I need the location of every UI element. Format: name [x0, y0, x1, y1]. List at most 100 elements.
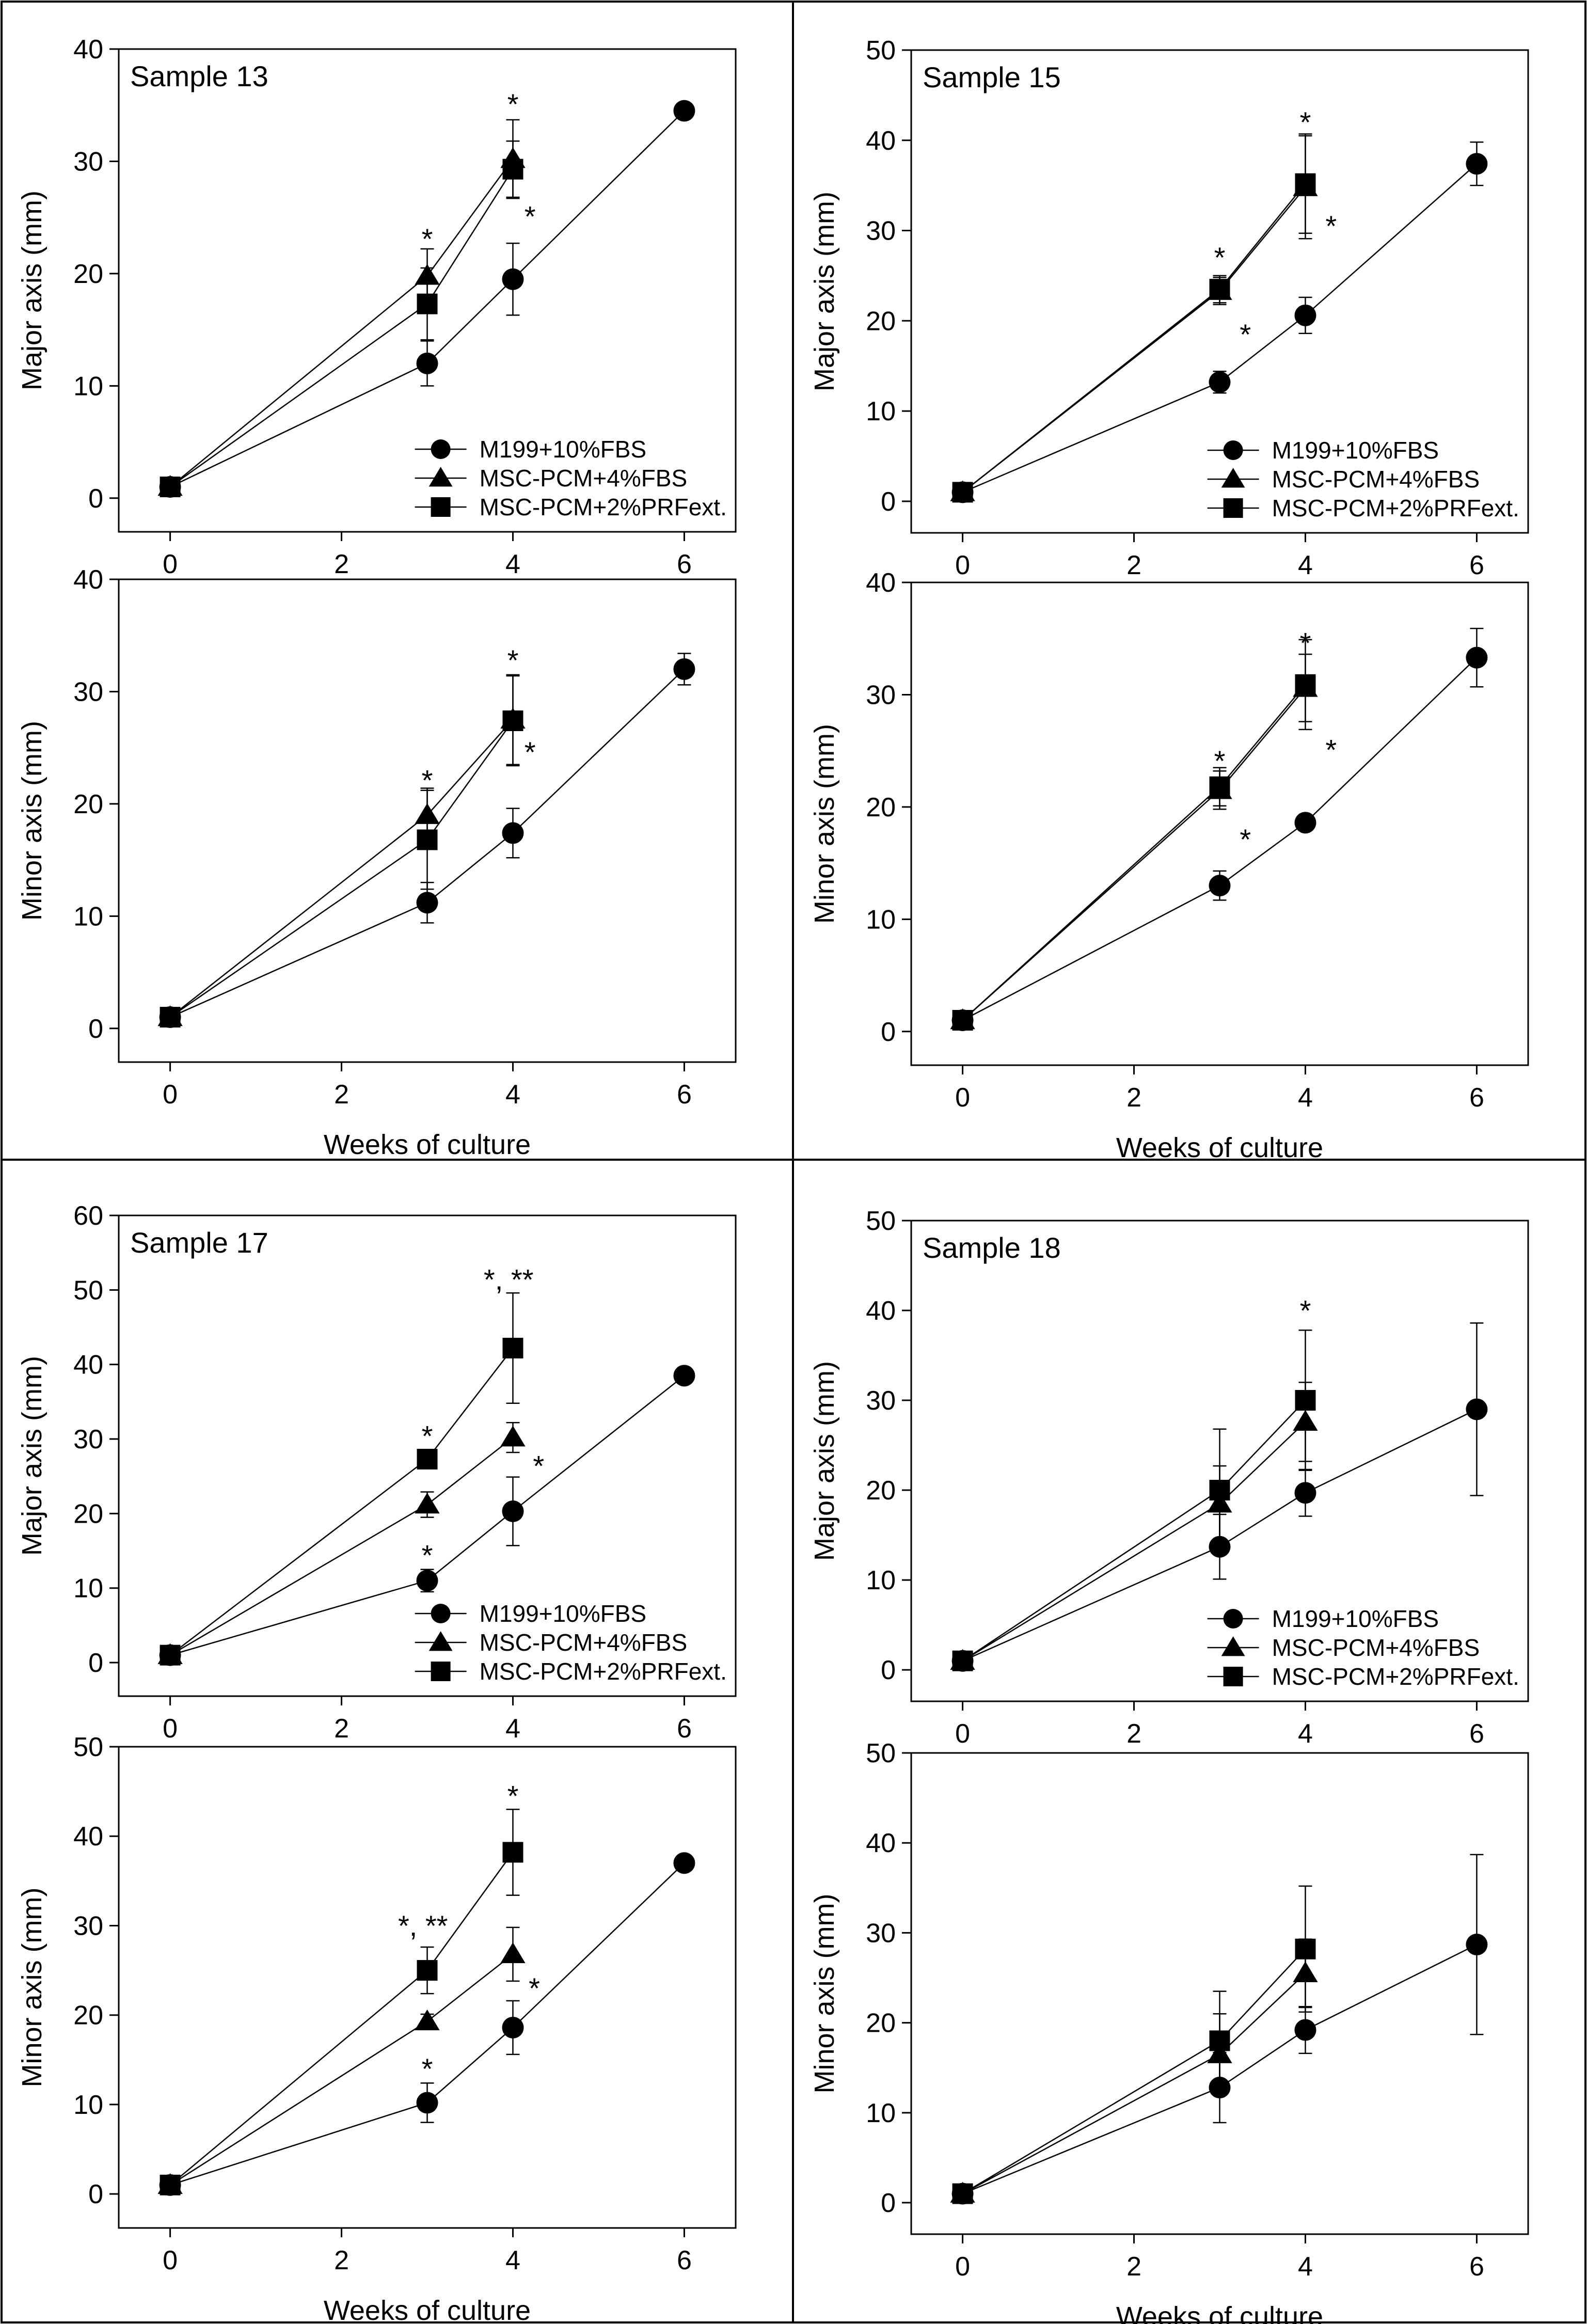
data-point-square — [1209, 776, 1230, 797]
x-tick-label: 0 — [955, 2252, 970, 2282]
series-square — [952, 1330, 1316, 1671]
x-tick-label: 4 — [1298, 1083, 1313, 1113]
data-point-circle — [1466, 153, 1488, 175]
legend-label: MSC-PCM+4%FBS — [480, 1629, 688, 1656]
y-axis-title: Major axis (mm) — [809, 192, 840, 391]
x-axis-title: Weeks of culture — [1116, 2301, 1323, 2324]
y-tick-label: 20 — [73, 2001, 103, 2031]
data-point-circle — [416, 352, 438, 374]
significance-annotation: * — [507, 644, 519, 676]
data-point-circle — [1466, 1398, 1488, 1420]
significance-annotation: * — [1214, 241, 1226, 274]
significance-annotation: * — [1325, 733, 1337, 766]
y-tick-label: 20 — [866, 793, 896, 823]
data-point-circle — [502, 268, 524, 290]
y-tick-label: 40 — [866, 126, 896, 156]
data-point-square — [417, 829, 438, 850]
legend-label: MSC-PCM+2%PRFext. — [1272, 495, 1519, 521]
x-tick-label: 0 — [163, 549, 178, 579]
legend-label: MSC-PCM+4%FBS — [1272, 1634, 1480, 1661]
x-tick-label: 0 — [955, 1719, 970, 1749]
chart-panel-sample-18-minor: 0 10 20 30 40 50 0 2 4 6 Minor axis (mm) Weeks of c… — [809, 1738, 1529, 2324]
data-point-square — [1209, 2030, 1230, 2051]
data-point-square — [417, 1960, 438, 1981]
y-tick-label: 40 — [866, 568, 896, 598]
y-tick-label: 40 — [73, 565, 103, 595]
data-point-square — [502, 1842, 523, 1863]
legend-label: MSC-PCM+2%PRFext. — [480, 1658, 727, 1685]
plot-frame — [118, 1746, 737, 2229]
legend: M199+10%FBSMSC-PCM+4%FBSMSC-PCM+2%PRFext… — [415, 1600, 727, 1685]
x-tick-label: 6 — [677, 1714, 692, 1744]
y-tick-label: 10 — [866, 1566, 896, 1595]
x-tick-label: 2 — [1126, 550, 1141, 580]
data-point-square — [952, 482, 973, 503]
legend-label: MSC-PCM+2%PRFext. — [1272, 1663, 1519, 1690]
significance-annotation: *, ** — [398, 1909, 448, 1942]
y-tick-label: 50 — [73, 1732, 103, 1762]
y-tick-label: 10 — [73, 371, 103, 401]
data-point-square — [502, 159, 523, 180]
legend-label: MSC-PCM+4%FBS — [1272, 466, 1480, 493]
data-point-square — [1295, 1938, 1316, 1959]
legend: M199+10%FBSMSC-PCM+4%FBSMSC-PCM+2%PRFext… — [1207, 1605, 1519, 1690]
data-point-square — [1295, 173, 1316, 194]
significance-annotation: * — [422, 1420, 433, 1452]
y-tick-label: 30 — [866, 1918, 896, 1948]
x-tick-label: 2 — [334, 1714, 349, 1744]
y-axis-title: Minor axis (mm) — [17, 1888, 47, 2088]
significance-annotation: * — [507, 88, 519, 120]
y-tick-label: 0 — [881, 487, 896, 517]
series-line — [962, 1409, 1477, 1662]
series-square — [160, 1292, 523, 1666]
legend-marker-triangle — [429, 467, 453, 487]
data-point-triangle — [500, 1942, 526, 1964]
data-point-circle — [1466, 1934, 1488, 1956]
y-tick-label: 50 — [866, 1738, 896, 1768]
significance-annotation: * — [1300, 1294, 1311, 1326]
data-point-square — [417, 1448, 438, 1469]
significance-annotation: * — [422, 223, 433, 255]
x-tick-label: 0 — [163, 1080, 178, 1110]
x-tick-label: 0 — [955, 550, 970, 580]
y-tick-label: 20 — [73, 1499, 103, 1529]
y-tick-label: 10 — [866, 905, 896, 935]
y-tick-label: 0 — [88, 2179, 103, 2209]
plot-frame — [118, 1214, 737, 1697]
series-square — [160, 1809, 523, 2195]
significance-annotation: * — [529, 1972, 540, 2004]
data-point-circle — [1294, 2019, 1316, 2041]
data-point-square — [502, 1337, 523, 1358]
plot-frame — [910, 1752, 1529, 2235]
series-line — [170, 1375, 685, 1656]
y-tick-label: 10 — [73, 902, 103, 931]
y-tick-label: 10 — [73, 1574, 103, 1604]
plot-frame — [118, 48, 737, 533]
y-axis-title: Major axis (mm) — [17, 1356, 47, 1556]
series-square — [952, 639, 1316, 1031]
chart-panel-sample-13-major: 0 10 20 30 40 0 2 4 6 Major axis (mm) Sample 13 * * *… — [17, 35, 737, 579]
data-point-square — [952, 2183, 973, 2204]
y-axis-title: Major axis (mm) — [17, 191, 47, 390]
y-tick-label: 20 — [866, 2009, 896, 2038]
data-point-circle — [1294, 304, 1316, 326]
significance-annotation: * — [525, 200, 536, 232]
y-tick-label: 20 — [73, 259, 103, 289]
panel-title: Sample 18 — [923, 1231, 1061, 1264]
plot-frame — [118, 578, 737, 1063]
data-point-circle — [673, 1852, 695, 1874]
series-line — [962, 163, 1478, 493]
significance-annotation: * — [422, 1539, 433, 1572]
y-axis-title: Minor axis (mm) — [17, 721, 47, 921]
series-line — [170, 110, 685, 488]
legend-label: M199+10%FBS — [480, 1600, 646, 1627]
x-tick-label: 6 — [1469, 1083, 1484, 1113]
x-axis-title: Weeks of culture — [324, 2295, 531, 2324]
legend-label: MSC-PCM+2%PRFext. — [480, 494, 727, 520]
y-axis-title: Minor axis (mm) — [809, 1894, 840, 2094]
x-tick-label: 6 — [1469, 550, 1484, 580]
legend-marker-square — [431, 1662, 451, 1681]
y-tick-label: 0 — [881, 1655, 896, 1685]
data-point-square — [502, 710, 523, 731]
